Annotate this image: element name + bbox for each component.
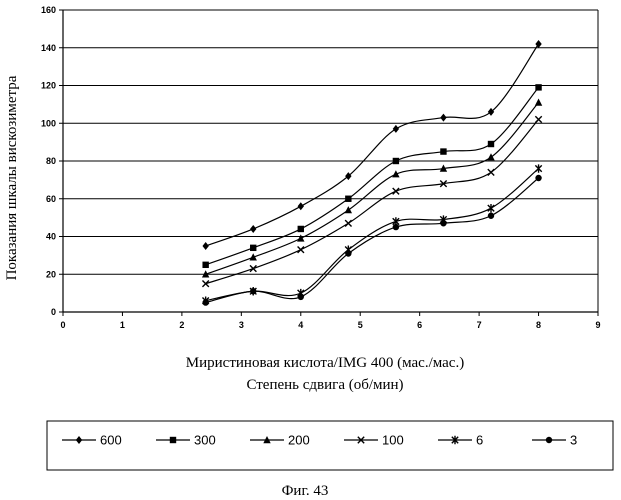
y-tick-label: 60 [46, 194, 56, 204]
data-point-100 [202, 280, 208, 286]
axes [59, 10, 598, 316]
data-point-3 [535, 175, 541, 181]
x-axis-label: Миристиновая кислота/IMG 400 (мас./мас.) [186, 355, 464, 371]
legend-label-300: 300 [194, 433, 216, 448]
x-tick-label: 9 [595, 320, 600, 330]
data-point-3 [488, 213, 494, 219]
x-tick-label: 2 [179, 320, 184, 330]
data-point-3 [393, 224, 399, 230]
y-tick-label: 20 [46, 269, 56, 279]
figure-caption: Фиг. 43 [282, 483, 329, 499]
y-tick-label: 80 [46, 156, 56, 166]
data-point-600 [202, 242, 208, 250]
data-point-300 [488, 141, 494, 147]
x-tick-label: 3 [239, 320, 244, 330]
data-point-200 [487, 153, 494, 160]
x-tick-label: 8 [536, 320, 541, 330]
y-tick-labels: 0 20 40 60 80 100 120 140 160 [41, 5, 56, 317]
data-point-600 [298, 202, 304, 210]
x-tick-labels: 0 1 2 3 4 5 6 7 8 9 [60, 320, 600, 330]
legend-marker-3 [546, 437, 552, 443]
x-tick-label: 6 [417, 320, 422, 330]
legend-marker-300 [170, 437, 176, 443]
series-line-3 [206, 178, 539, 303]
y-tick-label: 0 [51, 307, 56, 317]
data-point-300 [440, 148, 446, 154]
data-point-300 [345, 196, 351, 202]
x-tick-label: 0 [60, 320, 65, 330]
data-point-600 [440, 114, 446, 122]
x-tick-label: 7 [477, 320, 482, 330]
data-point-200 [345, 206, 352, 213]
data-point-3 [202, 299, 208, 305]
data-point-600 [393, 125, 399, 133]
data-point-100 [250, 265, 256, 271]
data-point-100 [393, 188, 399, 194]
data-point-200 [297, 234, 304, 241]
legend-label-200: 200 [288, 433, 310, 448]
data-point-600 [488, 108, 494, 116]
data-point-200 [535, 98, 542, 105]
series-markers [202, 40, 542, 306]
data-point-300 [535, 84, 541, 90]
legend-label-100: 100 [382, 433, 404, 448]
data-point-600 [250, 225, 256, 233]
data-point-100 [488, 169, 494, 175]
x-tick-label: 5 [358, 320, 363, 330]
series-lines [206, 44, 539, 303]
y-tick-label: 140 [41, 43, 56, 53]
data-point-3 [345, 250, 351, 256]
legend-marker-600 [76, 436, 82, 444]
data-point-300 [298, 226, 304, 232]
legend-box [47, 421, 613, 470]
legend-label-3: 3 [570, 433, 577, 448]
data-point-3 [250, 288, 256, 294]
y-tick-label: 160 [41, 5, 56, 15]
legend-label-600: 600 [100, 433, 122, 448]
y-tick-label: 40 [46, 232, 56, 242]
legend-label-6: 6 [476, 433, 483, 448]
y-tick-label: 120 [41, 81, 56, 91]
y-tick-label: 100 [41, 118, 56, 128]
data-point-300 [202, 262, 208, 268]
x-tick-label: 4 [298, 320, 303, 330]
data-point-3 [298, 294, 304, 300]
y-axis-label: Показания шкалы вискозиметра [4, 75, 20, 280]
x-axis-label-secondary: Степень сдвига (об/мин) [246, 377, 403, 393]
x-tick-label: 1 [120, 320, 125, 330]
data-point-6 [488, 204, 494, 212]
data-point-3 [440, 220, 446, 226]
data-point-100 [298, 247, 304, 253]
data-point-6 [535, 164, 541, 172]
data-point-100 [535, 116, 541, 122]
data-point-100 [345, 220, 351, 226]
series-line-6 [206, 169, 539, 301]
data-point-300 [250, 245, 256, 251]
legend: 600 300 200 100 6 3 [62, 433, 577, 448]
data-point-600 [345, 172, 351, 180]
data-point-300 [393, 158, 399, 164]
